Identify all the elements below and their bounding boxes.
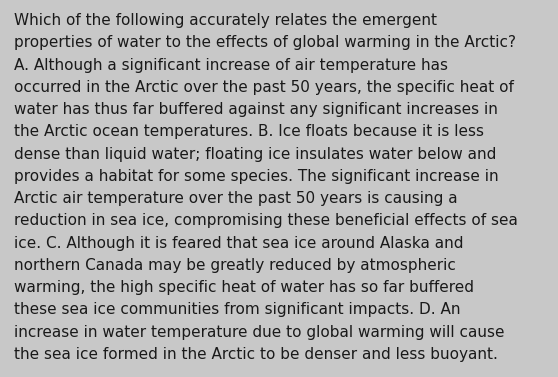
Text: A. Although a significant increase of air temperature has: A. Although a significant increase of ai… [14,58,448,73]
Text: provides a habitat for some species. The significant increase in: provides a habitat for some species. The… [14,169,499,184]
Text: increase in water temperature due to global warming will cause: increase in water temperature due to glo… [14,325,504,340]
Text: the Arctic ocean temperatures. B. Ice floats because it is less: the Arctic ocean temperatures. B. Ice fl… [14,124,484,139]
Text: warming, the high specific heat of water has so far buffered: warming, the high specific heat of water… [14,280,474,295]
Text: Arctic air temperature over the past 50 years is causing a: Arctic air temperature over the past 50 … [14,191,458,206]
Text: these sea ice communities from significant impacts. D. An: these sea ice communities from significa… [14,302,460,317]
Text: water has thus far buffered against any significant increases in: water has thus far buffered against any … [14,102,498,117]
Text: northern Canada may be greatly reduced by atmospheric: northern Canada may be greatly reduced b… [14,258,456,273]
Text: reduction in sea ice, compromising these beneficial effects of sea: reduction in sea ice, compromising these… [14,213,518,228]
Text: properties of water to the effects of global warming in the Arctic?: properties of water to the effects of gl… [14,35,516,51]
Text: ice. C. Although it is feared that sea ice around Alaska and: ice. C. Although it is feared that sea i… [14,236,464,251]
Text: Which of the following accurately relates the emergent: Which of the following accurately relate… [14,13,437,28]
Text: occurred in the Arctic over the past 50 years, the specific heat of: occurred in the Arctic over the past 50 … [14,80,514,95]
Text: the sea ice formed in the Arctic to be denser and less buoyant.: the sea ice formed in the Arctic to be d… [14,347,498,362]
Text: dense than liquid water; floating ice insulates water below and: dense than liquid water; floating ice in… [14,147,496,162]
